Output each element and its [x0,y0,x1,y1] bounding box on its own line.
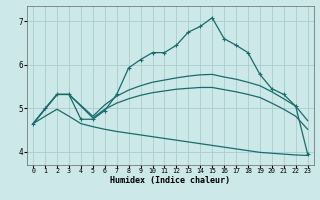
X-axis label: Humidex (Indice chaleur): Humidex (Indice chaleur) [110,176,230,185]
